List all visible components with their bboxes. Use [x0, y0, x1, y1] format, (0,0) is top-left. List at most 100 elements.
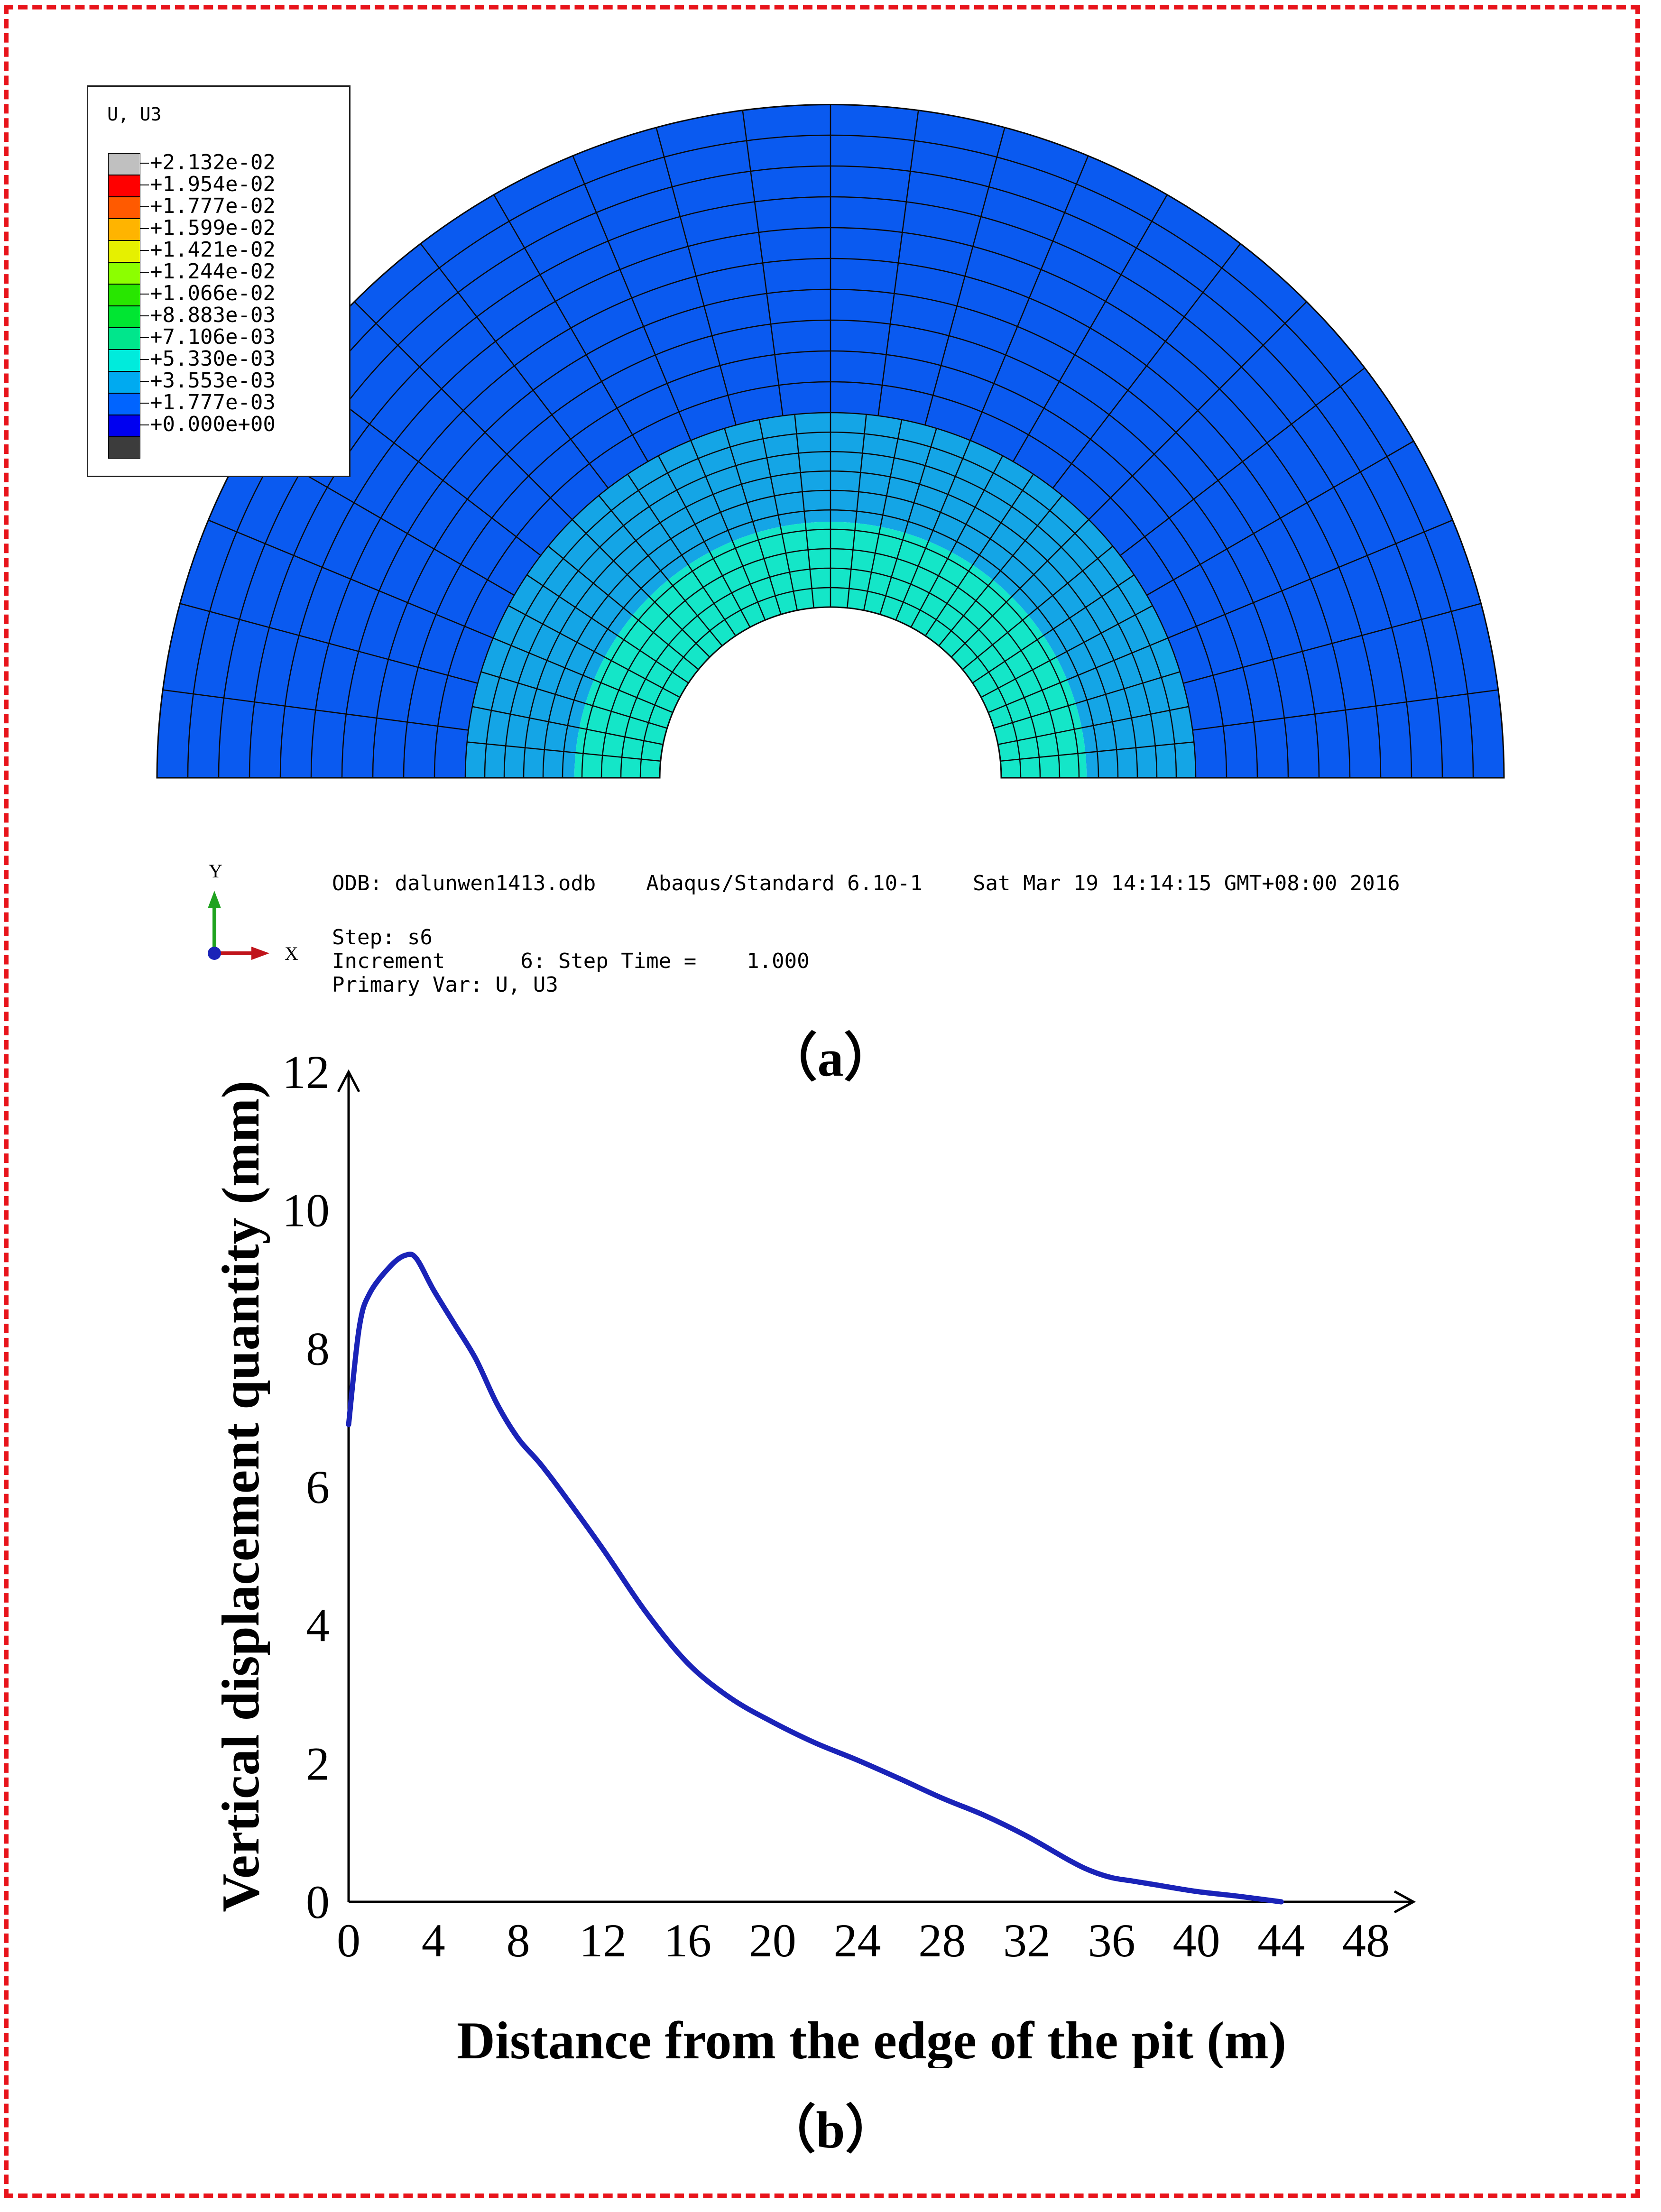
mesh-spoke-inner	[910, 455, 1004, 628]
y-axis-title: Vertical displacement quantity (mm)	[212, 1080, 270, 1912]
y-axis-arrow	[337, 1069, 360, 1093]
y-tick-label: 4	[306, 1599, 330, 1652]
legend-label: +1.066e-02	[150, 281, 276, 305]
mesh-spoke-outer	[1146, 440, 1414, 596]
legend-label: +0.000e+00	[150, 412, 276, 436]
mesh-spoke-inner	[526, 574, 689, 684]
mesh-spoke-outer	[572, 155, 692, 441]
legend-label: +1.777e-02	[150, 194, 276, 218]
triad-z-dot	[208, 947, 221, 960]
legend-label: +7.106e-03	[150, 325, 276, 349]
x-tick-label: 32	[1003, 1914, 1051, 1967]
mesh-spoke-outer	[655, 127, 737, 425]
mesh-spoke-inner	[924, 474, 1034, 636]
legend-label: +1.244e-02	[150, 259, 276, 284]
legend-label: +1.777e-03	[150, 390, 276, 415]
legend-swatch	[108, 219, 140, 240]
mesh-spoke-inner	[627, 474, 737, 636]
legend-tick	[140, 206, 149, 207]
fe-model-contour	[156, 103, 1505, 779]
mesh-spoke-inner	[980, 605, 1153, 698]
mesh-spoke-outer	[877, 110, 919, 416]
mesh-spoke-outer	[420, 243, 609, 488]
legend-label: +3.553e-03	[150, 369, 276, 393]
mesh-spoke-outer	[924, 127, 1006, 425]
mesh-spoke-inner	[847, 414, 867, 608]
mesh-spoke-outer	[1052, 243, 1241, 488]
legend-tick	[140, 403, 149, 404]
x-tick-label: 48	[1342, 1914, 1390, 1967]
triad-y-label: Y	[209, 860, 222, 882]
contour-band-outer	[157, 104, 1504, 778]
legend-label: +2.132e-02	[150, 150, 276, 175]
x-tick-label: 44	[1257, 1914, 1305, 1967]
mesh-spoke-inner	[657, 455, 751, 628]
legend-tick	[140, 381, 149, 382]
mesh-spoke-outer	[742, 110, 784, 416]
x-tick-label: 4	[422, 1914, 445, 1967]
mesh-spoke-outer	[1012, 194, 1168, 462]
mesh-spoke-inner	[467, 741, 661, 762]
series-line	[346, 1252, 1284, 1905]
legend-swatch	[108, 350, 140, 371]
legend-swatch	[108, 262, 140, 284]
x-tick-label: 8	[507, 1914, 530, 1967]
x-axis-title: Distance from the edge of the pit (m)	[457, 2011, 1286, 2068]
legend-swatch	[108, 153, 140, 175]
mesh-spoke-outer	[354, 301, 573, 520]
legend-swatch	[108, 437, 140, 459]
mesh-spoke-inner	[472, 706, 664, 745]
mesh-spoke-outer	[1183, 603, 1481, 684]
mesh-spoke-inner	[972, 574, 1135, 684]
x-tick-label: 20	[749, 1914, 796, 1967]
mesh-spoke-inner	[547, 545, 699, 670]
mesh-spoke-outer	[493, 194, 649, 462]
mesh-spoke-inner	[493, 637, 673, 713]
legend-tick	[140, 272, 149, 273]
y-tick-label: 8	[306, 1322, 330, 1375]
legend-title: U, U3	[107, 104, 162, 125]
x-tick-label: 0	[337, 1914, 360, 1967]
legend-tick	[140, 184, 149, 185]
mesh-spoke-inner	[895, 440, 971, 620]
x-tick-label: 12	[579, 1914, 627, 1967]
legend-tick	[140, 359, 149, 360]
mesh-spoke-inner	[879, 428, 937, 615]
legend-swatch	[108, 284, 140, 306]
mesh-spoke-inner	[994, 671, 1181, 729]
legend-tick	[140, 163, 149, 164]
legend-tick	[140, 315, 149, 316]
y-tick-label: 2	[306, 1737, 330, 1790]
info-odb: ODB: dalunwen1413.odb Abaqus/Standard 6.…	[332, 871, 1400, 895]
x-tick-label: 28	[918, 1914, 966, 1967]
legend-swatch	[108, 371, 140, 393]
y-tick-label: 0	[306, 1876, 330, 1928]
mesh-spoke-outer	[208, 519, 494, 639]
y-tick-label: 12	[282, 1046, 330, 1098]
mesh-spoke-inner	[508, 605, 681, 698]
mesh-spoke-outer	[969, 155, 1089, 441]
x-tick-label: 24	[834, 1914, 881, 1967]
legend-label: +1.599e-02	[150, 216, 276, 240]
legend-swatch	[108, 328, 140, 350]
legend-tick	[140, 294, 149, 295]
mesh-spoke-outer	[1167, 519, 1453, 639]
info-increment: Increment 6: Step Time = 1.000	[332, 949, 810, 973]
info-step: Step: s6	[332, 925, 433, 949]
legend-swatch	[108, 240, 140, 262]
y-tick-label: 10	[282, 1184, 330, 1237]
legend-label: +1.954e-02	[150, 172, 276, 196]
legend-swatch	[108, 393, 140, 415]
mesh-spoke-inner	[690, 440, 766, 620]
contour-legend: U, U3 +2.132e-02 +1.954e-02 +1.777e-02 +1.5…	[87, 85, 351, 477]
legend-tick	[140, 250, 149, 251]
triad-y-arrow	[208, 891, 221, 908]
mesh-spoke-outer	[162, 689, 469, 731]
info-primary-var: Primary Var: U, U3	[332, 973, 558, 997]
mesh-spoke-inner	[863, 419, 903, 611]
displacement-chart: 0 4 8 12 16 20 24 28 32 36 40 44 48024681012Distance…	[212, 1046, 1416, 2068]
model-outline	[156, 103, 1505, 779]
legend-tick	[140, 337, 149, 338]
mesh-spoke-inner	[598, 495, 723, 646]
mesh-spoke-outer	[180, 603, 478, 684]
